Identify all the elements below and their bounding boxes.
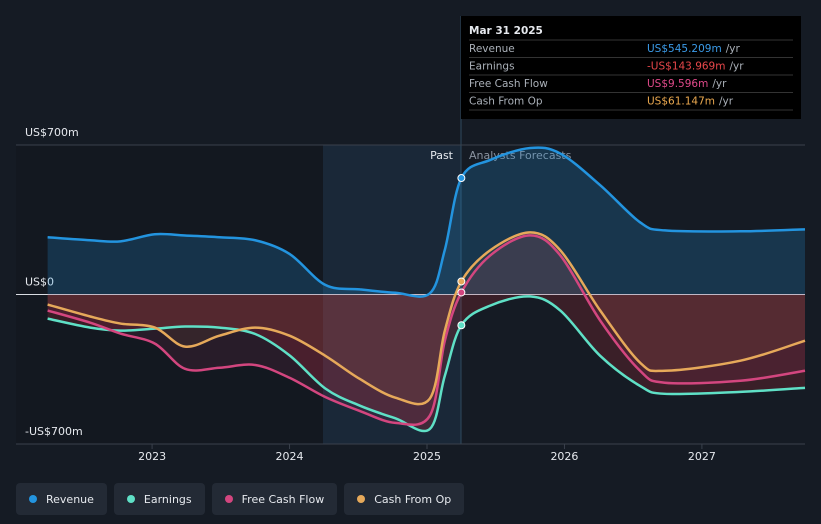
tooltip-title: Mar 31 2025 xyxy=(469,25,543,37)
tooltip-unit: /yr xyxy=(726,43,741,55)
point xyxy=(457,288,466,297)
legend-swatch xyxy=(357,495,366,503)
legend-label: Revenue xyxy=(46,492,94,506)
line xyxy=(47,146,806,298)
tooltip-unit: /yr xyxy=(729,61,744,73)
tooltip-label: Earnings xyxy=(469,61,515,73)
legend-label: Cash From Op xyxy=(374,492,452,506)
x-tick-label: 2027 xyxy=(688,450,716,463)
legend-item[interactable]: Cash From Op xyxy=(344,483,465,515)
tooltip-amount: -US$143.969m xyxy=(647,61,725,73)
legend-swatch xyxy=(29,495,37,503)
tooltip-value: US$545.209m/yr xyxy=(647,43,740,55)
tooltip-amount: US$9.596m xyxy=(647,78,708,90)
past-label: Past xyxy=(430,149,454,162)
legend-swatch xyxy=(126,495,135,503)
legend-item[interactable]: Revenue xyxy=(16,483,107,515)
tooltip-label: Cash From Op xyxy=(469,96,543,108)
y-tick-label: -US$700m xyxy=(25,425,83,438)
tooltip-label: Revenue xyxy=(469,43,515,55)
tooltip-label: Free Cash Flow xyxy=(469,78,548,90)
tooltip-amount: US$61.147m xyxy=(647,96,715,108)
line xyxy=(47,234,806,427)
legend: Revenue Earnings Free Cash Flow Cash From O… xyxy=(16,483,465,515)
point xyxy=(457,174,466,183)
y-tick-label: US$0 xyxy=(25,276,54,289)
point xyxy=(457,277,466,286)
area xyxy=(47,147,805,297)
tooltip-value: US$61.147m/yr xyxy=(647,96,734,108)
legend-item[interactable]: Earnings xyxy=(113,483,205,515)
legend-swatch xyxy=(224,495,233,503)
x-tick-label: 2024 xyxy=(276,450,304,463)
tooltip: Mar 31 2025 Revenue US$545.209m/yr Earning… xyxy=(461,16,801,119)
tooltip-unit: /yr xyxy=(712,78,727,90)
point xyxy=(457,321,466,330)
tooltip-value: US$9.596m/yr xyxy=(647,78,727,90)
x-tick-label: 2025 xyxy=(413,450,441,463)
chart: Past Analysts Forecasts US$700mUS$0-US$7… xyxy=(16,16,806,463)
tooltip-unit: /yr xyxy=(719,96,734,108)
legend-label: Earnings xyxy=(143,492,192,506)
tooltip-value: -US$143.969m/yr xyxy=(647,61,744,73)
tooltip-amount: US$545.209m xyxy=(647,43,722,55)
area xyxy=(47,232,805,405)
line xyxy=(47,231,806,406)
x-tick-label: 2023 xyxy=(138,450,166,463)
legend-label: Free Cash Flow xyxy=(241,492,325,506)
line xyxy=(47,295,806,433)
x-tick-label: 2026 xyxy=(550,450,578,463)
legend-item[interactable]: Free Cash Flow xyxy=(211,483,338,515)
tooltip-box xyxy=(461,16,801,119)
area xyxy=(47,235,805,425)
y-tick-label: US$700m xyxy=(25,126,79,139)
